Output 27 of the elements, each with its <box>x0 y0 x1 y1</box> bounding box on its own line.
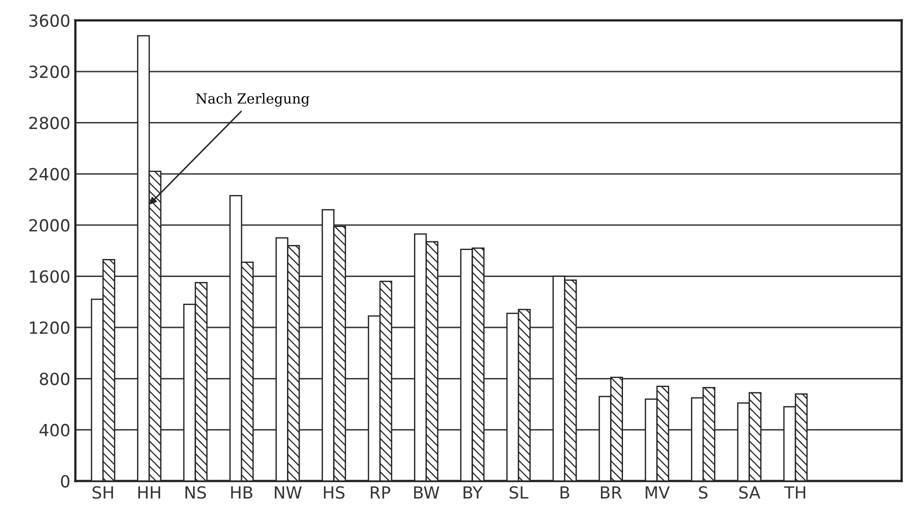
x-tick-label: NW <box>274 486 302 499</box>
x-tick-label: BY <box>464 486 483 499</box>
x-tick-label: B <box>560 486 570 499</box>
x-tick-label: BW <box>414 486 440 499</box>
y-tick-label: 2800 <box>29 116 70 130</box>
y-tick-label: 2400 <box>29 168 70 180</box>
y-tick-label: 2000 <box>29 219 70 232</box>
x-tick-label: HS <box>324 486 344 499</box>
annotation: Nach Zerlegung <box>196 92 310 107</box>
x-tick-label: S <box>698 486 708 499</box>
x-tick-label: NS <box>185 486 206 499</box>
x-tick-label: HH <box>138 486 160 499</box>
y-tick-label: 3200 <box>29 66 70 78</box>
x-tick-label: HB <box>231 486 252 499</box>
x-tick-label: BR <box>600 486 622 499</box>
x-tick-label: SL <box>510 486 528 499</box>
x-tick-label: RP <box>370 486 390 499</box>
x-tick-label: SA <box>739 486 760 499</box>
y-tick-label: 800 <box>40 372 70 386</box>
x-tick-label: TH <box>784 486 806 499</box>
y-tick-label: 0 <box>61 474 70 488</box>
x-tick-label: SH <box>92 486 113 499</box>
y-tick-label: 1600 <box>30 270 70 283</box>
y-tick-label: 400 <box>40 424 70 436</box>
y-tick-label: 1200 <box>30 321 70 334</box>
x-tick-label: MV <box>646 486 670 499</box>
y-tick-label: 3600 <box>29 14 70 27</box>
